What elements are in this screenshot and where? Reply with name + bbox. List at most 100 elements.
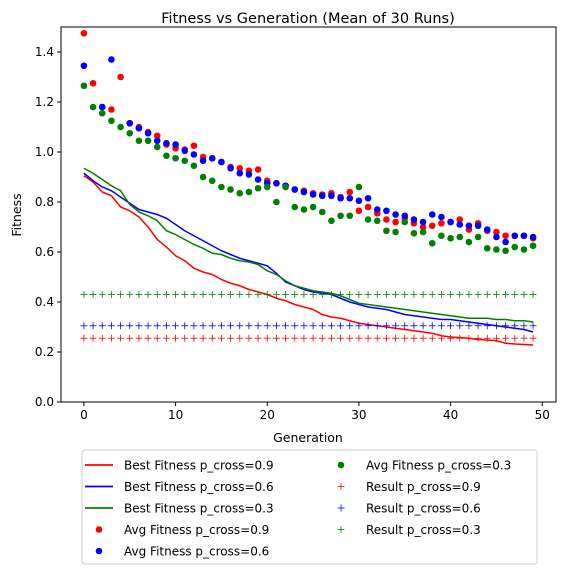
point-avg-fitness-p-cross-0-6	[392, 211, 399, 218]
plus-marker-result-p-cross-0-6	[89, 322, 97, 330]
y-tick-label: 0.6	[35, 245, 54, 259]
point-avg-fitness-p-cross-0-3	[346, 212, 354, 220]
point-avg-fitness-p-cross-0-3	[465, 238, 473, 246]
plus-marker-result-p-cross-0-9	[190, 334, 198, 342]
plus-marker-result-p-cross-0-9	[401, 334, 409, 342]
point-avg-fitness-p-cross-0-3	[373, 217, 381, 225]
plus-marker-result-p-cross-0-6	[419, 322, 427, 330]
point-avg-fitness-p-cross-0-9	[89, 79, 97, 87]
plus-marker-result-p-cross-0-9	[465, 334, 473, 342]
plus-marker-result-p-cross-0-6	[162, 322, 170, 330]
point-avg-fitness-p-cross-0-6	[181, 147, 189, 155]
plus-marker-result-p-cross-0-9	[172, 334, 180, 342]
point-avg-fitness-p-cross-0-3	[108, 117, 115, 125]
point-avg-fitness-p-cross-0-6	[328, 192, 335, 200]
legend-swatch	[95, 526, 103, 533]
plus-marker-result-p-cross-0-9	[437, 334, 445, 342]
point-avg-fitness-p-cross-0-6	[273, 179, 280, 187]
point-avg-fitness-p-cross-0-3	[300, 206, 308, 213]
x-axis: 0 10 20 30 40 50	[80, 402, 550, 422]
y-tick-label: 1.0	[35, 145, 54, 159]
point-avg-fitness-p-cross-0-9	[456, 216, 464, 223]
point-avg-fitness-p-cross-0-3	[383, 227, 390, 235]
plus-marker-result-p-cross-0-9	[428, 334, 436, 342]
plus-marker-result-p-cross-0-3	[428, 291, 436, 298]
point-avg-fitness-p-cross-0-3	[291, 203, 299, 211]
plus-marker-result-p-cross-0-3	[520, 291, 528, 298]
point-avg-fitness-p-cross-0-3	[337, 212, 344, 220]
plus-marker-result-p-cross-0-9	[419, 334, 427, 342]
point-avg-fitness-p-cross-0-9	[80, 29, 88, 37]
y-tick-label: 0.2	[35, 345, 54, 359]
point-avg-fitness-p-cross-0-3	[401, 218, 409, 226]
point-avg-fitness-p-cross-0-9	[364, 203, 372, 211]
point-avg-fitness-p-cross-0-6	[291, 186, 299, 193]
point-avg-fitness-p-cross-0-3	[190, 162, 198, 170]
point-avg-fitness-p-cross-0-3	[474, 233, 482, 241]
point-avg-fitness-p-cross-0-3	[218, 183, 225, 191]
point-avg-fitness-p-cross-0-6	[483, 226, 491, 233]
point-avg-fitness-p-cross-0-6	[254, 176, 262, 183]
point-avg-fitness-p-cross-0-3	[392, 228, 399, 236]
point-avg-fitness-p-cross-0-3	[520, 246, 528, 253]
legend-label: Avg Fitness p_cross=0.3	[366, 458, 511, 472]
point-avg-fitness-p-cross-0-6	[108, 56, 115, 63]
plus-marker-result-p-cross-0-3	[419, 291, 427, 298]
series-line-best-fitness-p-cross-0-3	[83, 167, 534, 323]
plus-marker-result-p-cross-0-3	[282, 291, 290, 298]
plus-marker-result-p-cross-0-9	[346, 334, 354, 342]
point-avg-fitness-p-cross-0-3	[181, 157, 189, 165]
plus-marker-result-p-cross-0-3	[80, 291, 88, 298]
legend-item-best-fitness-p-cross-0-9: Best Fitness p_cross=0.9	[85, 458, 274, 472]
point-avg-fitness-p-cross-0-6	[300, 188, 308, 196]
point-avg-fitness-p-cross-0-3	[447, 234, 454, 242]
plus-marker-result-p-cross-0-3	[291, 291, 299, 298]
point-avg-fitness-p-cross-0-3	[438, 232, 445, 240]
legend-swatch	[337, 461, 345, 469]
point-avg-fitness-p-cross-0-6	[529, 233, 537, 241]
plus-marker-result-p-cross-0-6	[245, 322, 253, 330]
point-avg-fitness-p-cross-0-6	[383, 207, 390, 215]
plus-marker-result-p-cross-0-9	[272, 334, 280, 342]
plus-marker-result-p-cross-0-9	[254, 334, 262, 342]
legend-swatch	[337, 504, 345, 512]
plus-marker-result-p-cross-0-6	[181, 322, 189, 330]
plus-marker-result-p-cross-0-3	[181, 291, 189, 298]
plus-marker-result-p-cross-0-6	[135, 322, 143, 330]
plus-marker-result-p-cross-0-6	[483, 322, 491, 330]
plus-marker-result-p-cross-0-3	[401, 291, 409, 298]
point-avg-fitness-p-cross-0-9	[117, 73, 124, 81]
x-tick-label: 10	[168, 408, 183, 422]
point-avg-fitness-p-cross-0-6	[135, 124, 143, 132]
point-avg-fitness-p-cross-0-3	[117, 123, 124, 131]
plus-marker-result-p-cross-0-3	[162, 291, 170, 298]
plus-marker-result-p-cross-0-6	[236, 322, 244, 330]
point-avg-fitness-p-cross-0-6	[447, 218, 454, 226]
plus-marker-result-p-cross-0-6	[117, 322, 125, 330]
legend-label: Avg Fitness p_cross=0.9	[124, 523, 269, 537]
plus-marker-result-p-cross-0-9	[144, 334, 152, 342]
plus-marker-result-p-cross-0-6	[98, 322, 106, 330]
point-avg-fitness-p-cross-0-6	[309, 191, 317, 198]
plus-marker-result-p-cross-0-9	[492, 334, 500, 342]
point-avg-fitness-p-cross-0-3	[98, 109, 106, 117]
legend-swatch	[337, 483, 345, 490]
plus-marker-result-p-cross-0-3	[392, 291, 400, 298]
plus-marker-result-p-cross-0-6	[382, 322, 390, 330]
point-avg-fitness-p-cross-0-3	[483, 244, 491, 252]
point-avg-fitness-p-cross-0-9	[153, 132, 161, 140]
plus-marker-result-p-cross-0-6	[272, 322, 280, 330]
point-avg-fitness-p-cross-0-6	[364, 194, 372, 202]
legend-item-avg-fitness-p-cross-0-9: Avg Fitness p_cross=0.9	[95, 523, 269, 537]
plus-marker-result-p-cross-0-6	[263, 322, 271, 330]
plus-marker-result-p-cross-0-9	[199, 334, 207, 342]
plus-marker-result-p-cross-0-6	[511, 322, 519, 330]
plus-marker-result-p-cross-0-3	[227, 291, 235, 298]
plus-marker-result-p-cross-0-3	[190, 291, 198, 298]
point-avg-fitness-p-cross-0-6	[410, 216, 418, 223]
series-line-best-fitness-p-cross-0-9	[83, 175, 534, 346]
plus-marker-result-p-cross-0-6	[199, 322, 207, 330]
point-avg-fitness-p-cross-0-9	[392, 218, 399, 226]
plus-marker-result-p-cross-0-3	[456, 291, 464, 298]
